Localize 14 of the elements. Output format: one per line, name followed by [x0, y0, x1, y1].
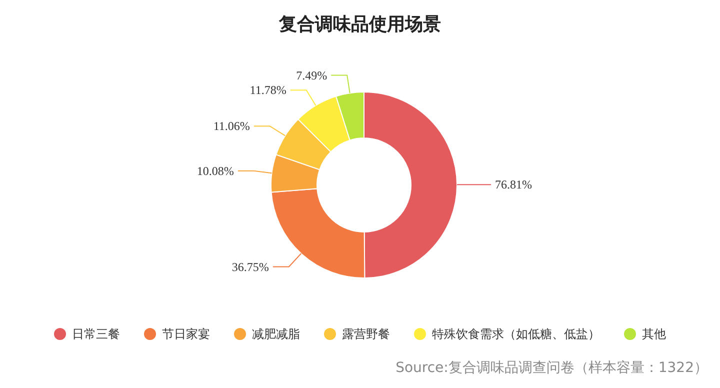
data-label: 76.81%: [495, 178, 532, 192]
legend-label: 其他: [642, 327, 666, 341]
source-note: Source:复合调味品调查问卷（样本容量：1322）: [396, 360, 708, 376]
legend-label: 露营野餐: [342, 327, 390, 341]
legend-label: 日常三餐: [72, 327, 120, 341]
data-label: 10.08%: [196, 164, 234, 178]
legend-label: 减肥减脂: [252, 327, 300, 341]
legend-label: 特殊饮食需求（如低糖、低盐）: [432, 327, 600, 341]
chart-title: 复合调味品使用场景: [278, 14, 441, 35]
legend-label: 节日家宴: [162, 327, 210, 341]
data-label: 11.06%: [213, 119, 250, 134]
data-label: 11.78%: [250, 83, 286, 98]
data-label: 7.49%: [296, 68, 328, 82]
data-label: 36.75%: [232, 260, 269, 274]
